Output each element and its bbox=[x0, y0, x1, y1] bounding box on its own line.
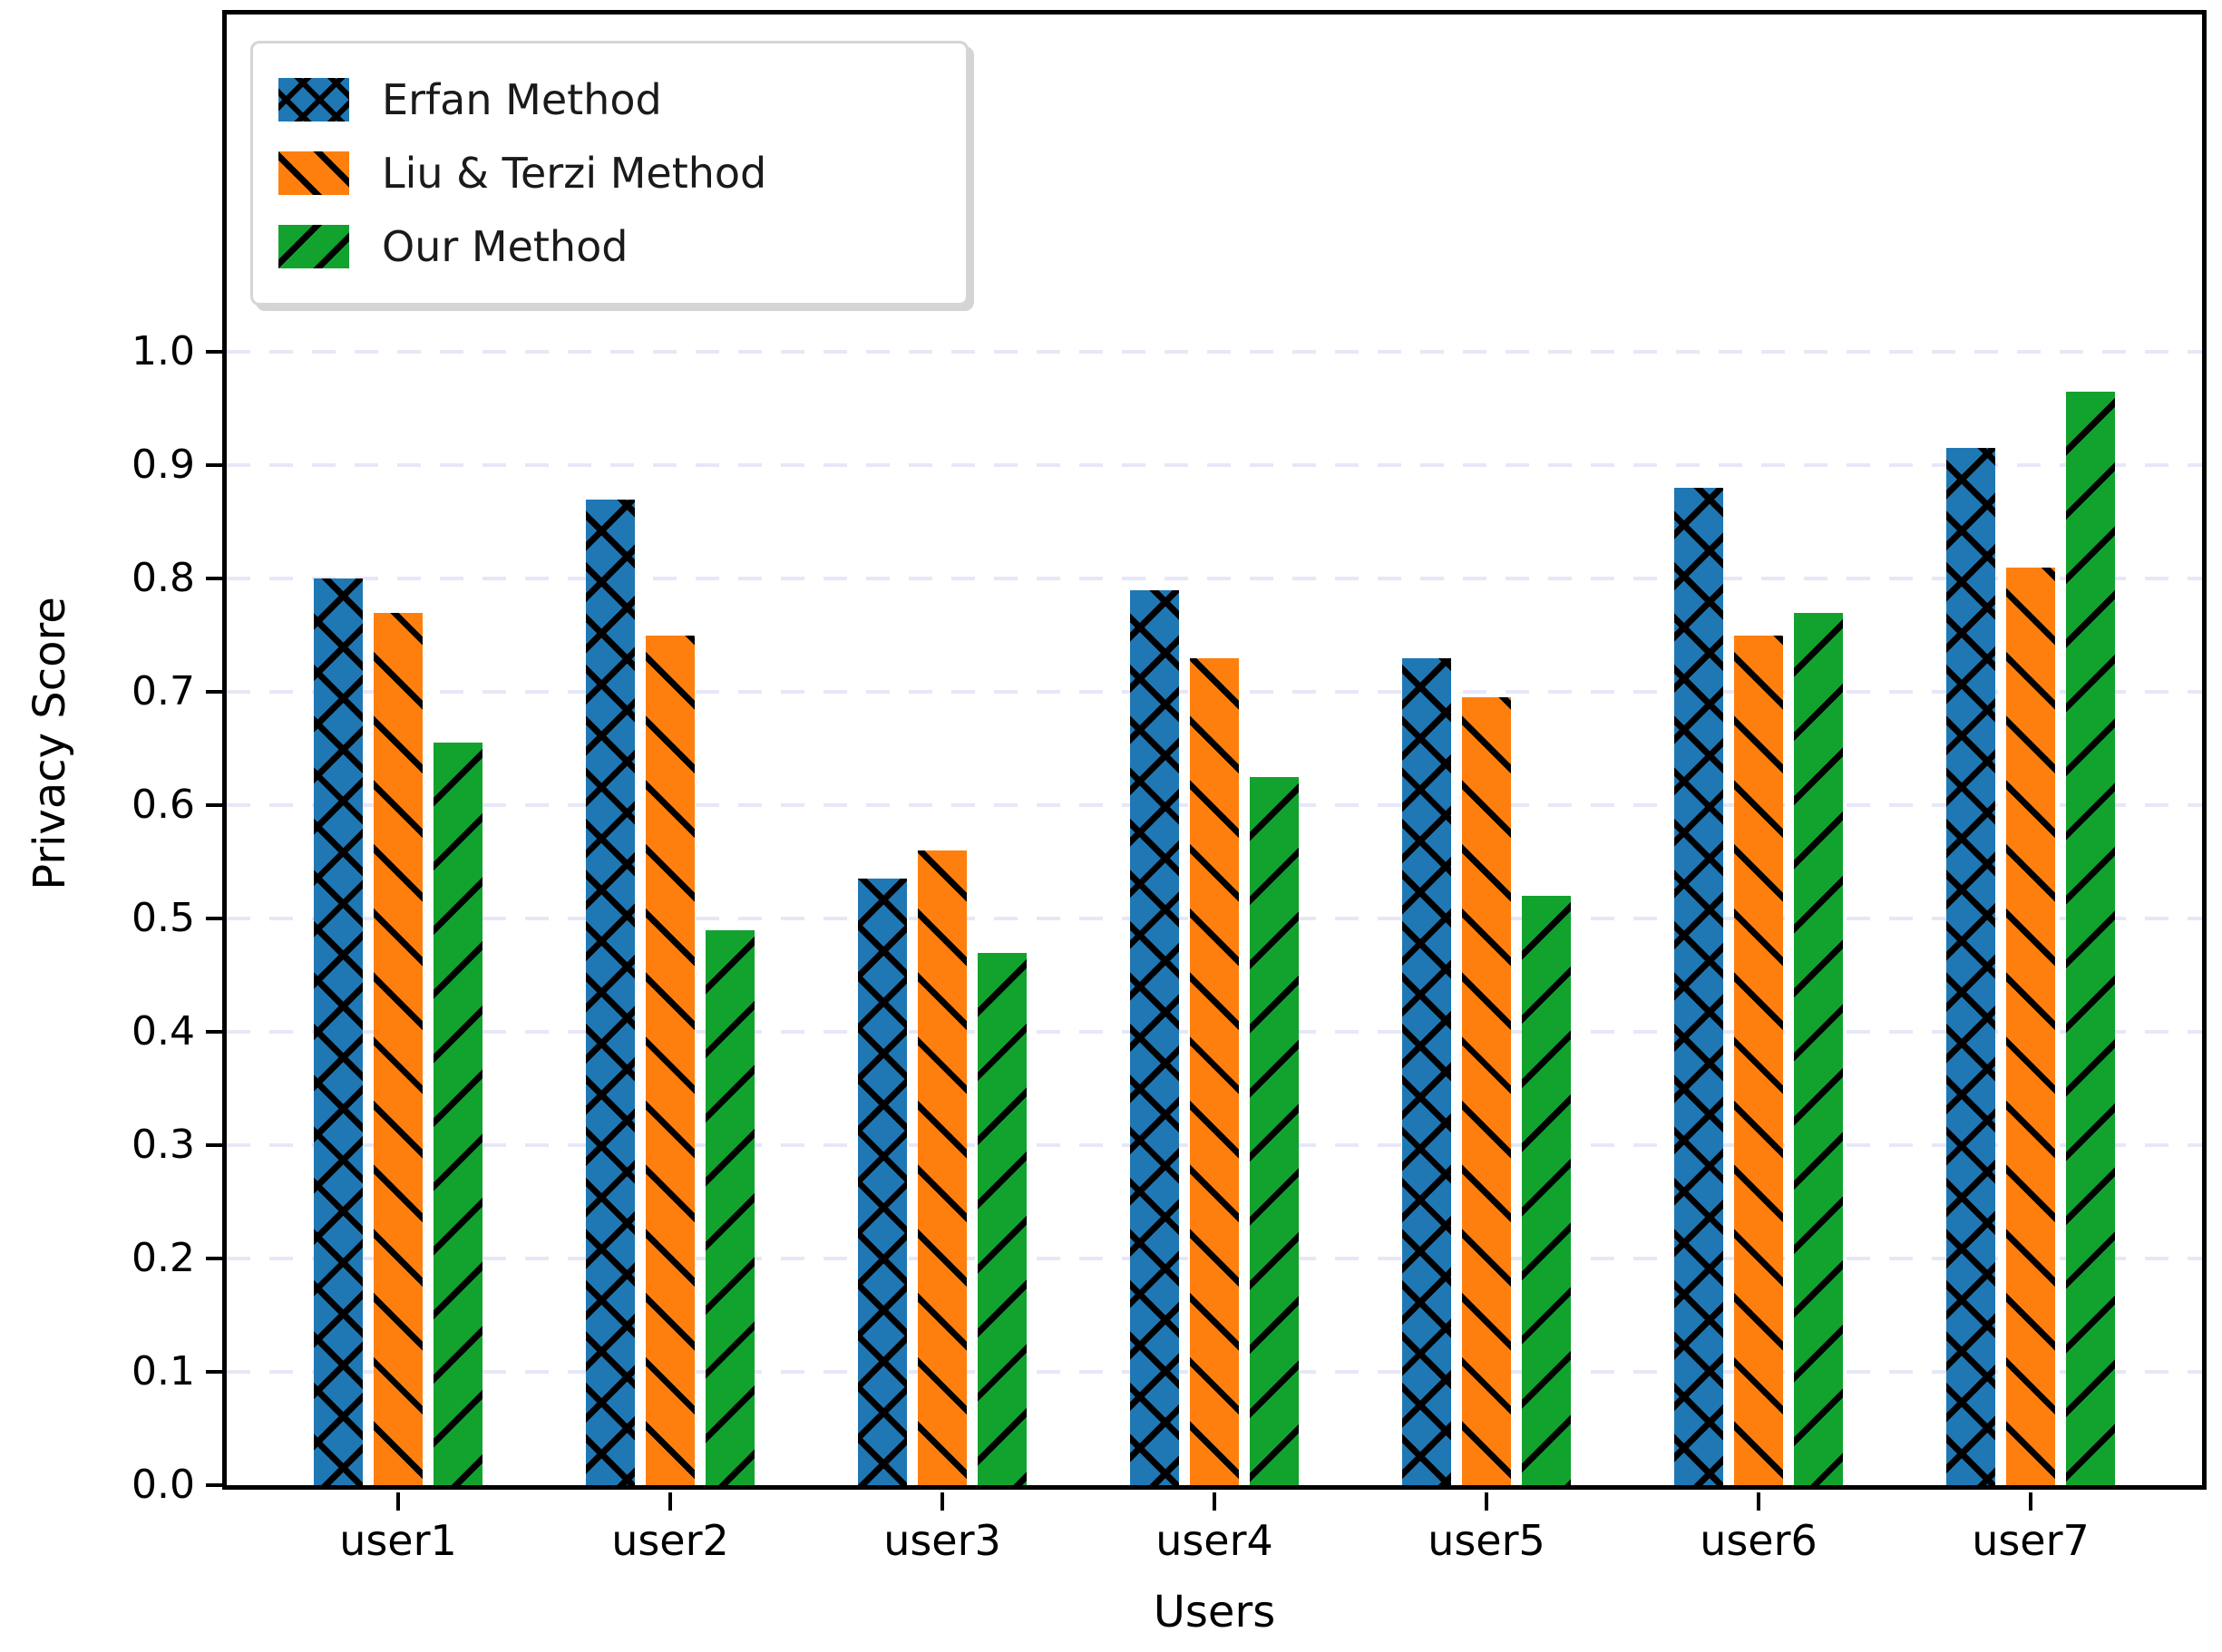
y-axis-label: Privacy Score bbox=[24, 597, 75, 890]
y-gridline bbox=[227, 577, 2202, 580]
y-tick-label: 0.4 bbox=[132, 1008, 195, 1054]
x-tick-label: user7 bbox=[1972, 1516, 2090, 1565]
bar-user3-series2 bbox=[978, 952, 1027, 1485]
bar-user7-series0 bbox=[1946, 448, 1995, 1485]
x-tick bbox=[396, 1492, 400, 1511]
legend-label: Erfan Method bbox=[382, 75, 662, 124]
y-tick bbox=[206, 917, 222, 920]
x-tick-label: user4 bbox=[1155, 1516, 1273, 1565]
bar-user1-series0 bbox=[314, 578, 363, 1485]
y-tick-label: 0.2 bbox=[132, 1235, 195, 1281]
y-tick-label: 0.7 bbox=[132, 668, 195, 714]
y-gridline bbox=[227, 350, 2202, 354]
x-tick bbox=[940, 1492, 944, 1511]
x-tick-label: user5 bbox=[1428, 1516, 1545, 1565]
y-tick bbox=[206, 1257, 222, 1260]
bar-user7-series2 bbox=[2066, 391, 2115, 1485]
bar-user1-series1 bbox=[374, 612, 423, 1485]
bar-user5-series0 bbox=[1402, 657, 1451, 1485]
bar-user1-series2 bbox=[434, 743, 482, 1485]
bar-user5-series2 bbox=[1522, 896, 1571, 1485]
y-tick bbox=[206, 1483, 222, 1487]
x-tick-label: user2 bbox=[611, 1516, 729, 1565]
x-axis-label: Users bbox=[1153, 1587, 1276, 1637]
legend-item: Erfan Method bbox=[278, 75, 957, 124]
y-gridline bbox=[227, 463, 2202, 467]
y-tick-label: 0.5 bbox=[132, 895, 195, 941]
x-tick-label: user3 bbox=[883, 1516, 1001, 1565]
bar-user2-series2 bbox=[706, 929, 755, 1485]
bar-user3-series1 bbox=[918, 850, 967, 1485]
bar-user6-series0 bbox=[1674, 488, 1723, 1485]
y-tick bbox=[206, 1030, 222, 1034]
bar-user6-series2 bbox=[1794, 612, 1843, 1485]
x-tick-label: user1 bbox=[339, 1516, 457, 1565]
legend-swatch-/-icon bbox=[278, 225, 349, 268]
legend-label: Our Method bbox=[382, 222, 629, 271]
y-tick-label: 0.0 bbox=[132, 1462, 195, 1508]
y-tick-label: 0.1 bbox=[132, 1348, 195, 1394]
bar-user3-series0 bbox=[858, 879, 907, 1485]
y-tick-label: 0.6 bbox=[132, 782, 195, 828]
legend-item: Liu & Terzi Method bbox=[278, 149, 957, 198]
x-tick bbox=[1757, 1492, 1760, 1511]
legend-label: Liu & Terzi Method bbox=[382, 149, 767, 198]
legend-swatch-x-icon bbox=[278, 78, 349, 121]
x-tick bbox=[668, 1492, 672, 1511]
y-tick bbox=[206, 803, 222, 807]
x-tick bbox=[1485, 1492, 1488, 1511]
bar-user2-series0 bbox=[586, 499, 635, 1485]
bar-user4-series2 bbox=[1250, 776, 1299, 1485]
bar-user4-series1 bbox=[1190, 657, 1239, 1485]
y-tick-label: 0.9 bbox=[132, 442, 195, 488]
x-tick-label: user6 bbox=[1700, 1516, 1818, 1565]
legend-swatch-\-icon bbox=[278, 151, 349, 195]
plot-area: Erfan Method Liu & Terzi Method Our Method… bbox=[132, 15, 2202, 1564]
y-tick bbox=[206, 463, 222, 467]
bar-user6-series1 bbox=[1734, 635, 1783, 1485]
y-tick-label: 0.8 bbox=[132, 555, 195, 601]
legend-item: Our Method bbox=[278, 222, 957, 271]
y-tick bbox=[206, 350, 222, 354]
y-tick bbox=[206, 690, 222, 694]
y-tick-label: 0.3 bbox=[132, 1122, 195, 1168]
legend: Erfan Method Liu & Terzi Method Our Method bbox=[250, 41, 969, 306]
y-tick bbox=[206, 577, 222, 580]
y-tick-label: 1.0 bbox=[132, 328, 195, 374]
bar-user2-series1 bbox=[646, 635, 695, 1485]
bar-user7-series1 bbox=[2006, 567, 2055, 1485]
bar-user5-series1 bbox=[1462, 697, 1511, 1485]
y-tick bbox=[206, 1143, 222, 1147]
y-tick bbox=[206, 1370, 222, 1374]
bar-user4-series0 bbox=[1130, 589, 1179, 1485]
x-tick bbox=[1213, 1492, 1216, 1511]
x-tick bbox=[2029, 1492, 2032, 1511]
plot-frame: Erfan Method Liu & Terzi Method Our Method… bbox=[132, 10, 2207, 1564]
